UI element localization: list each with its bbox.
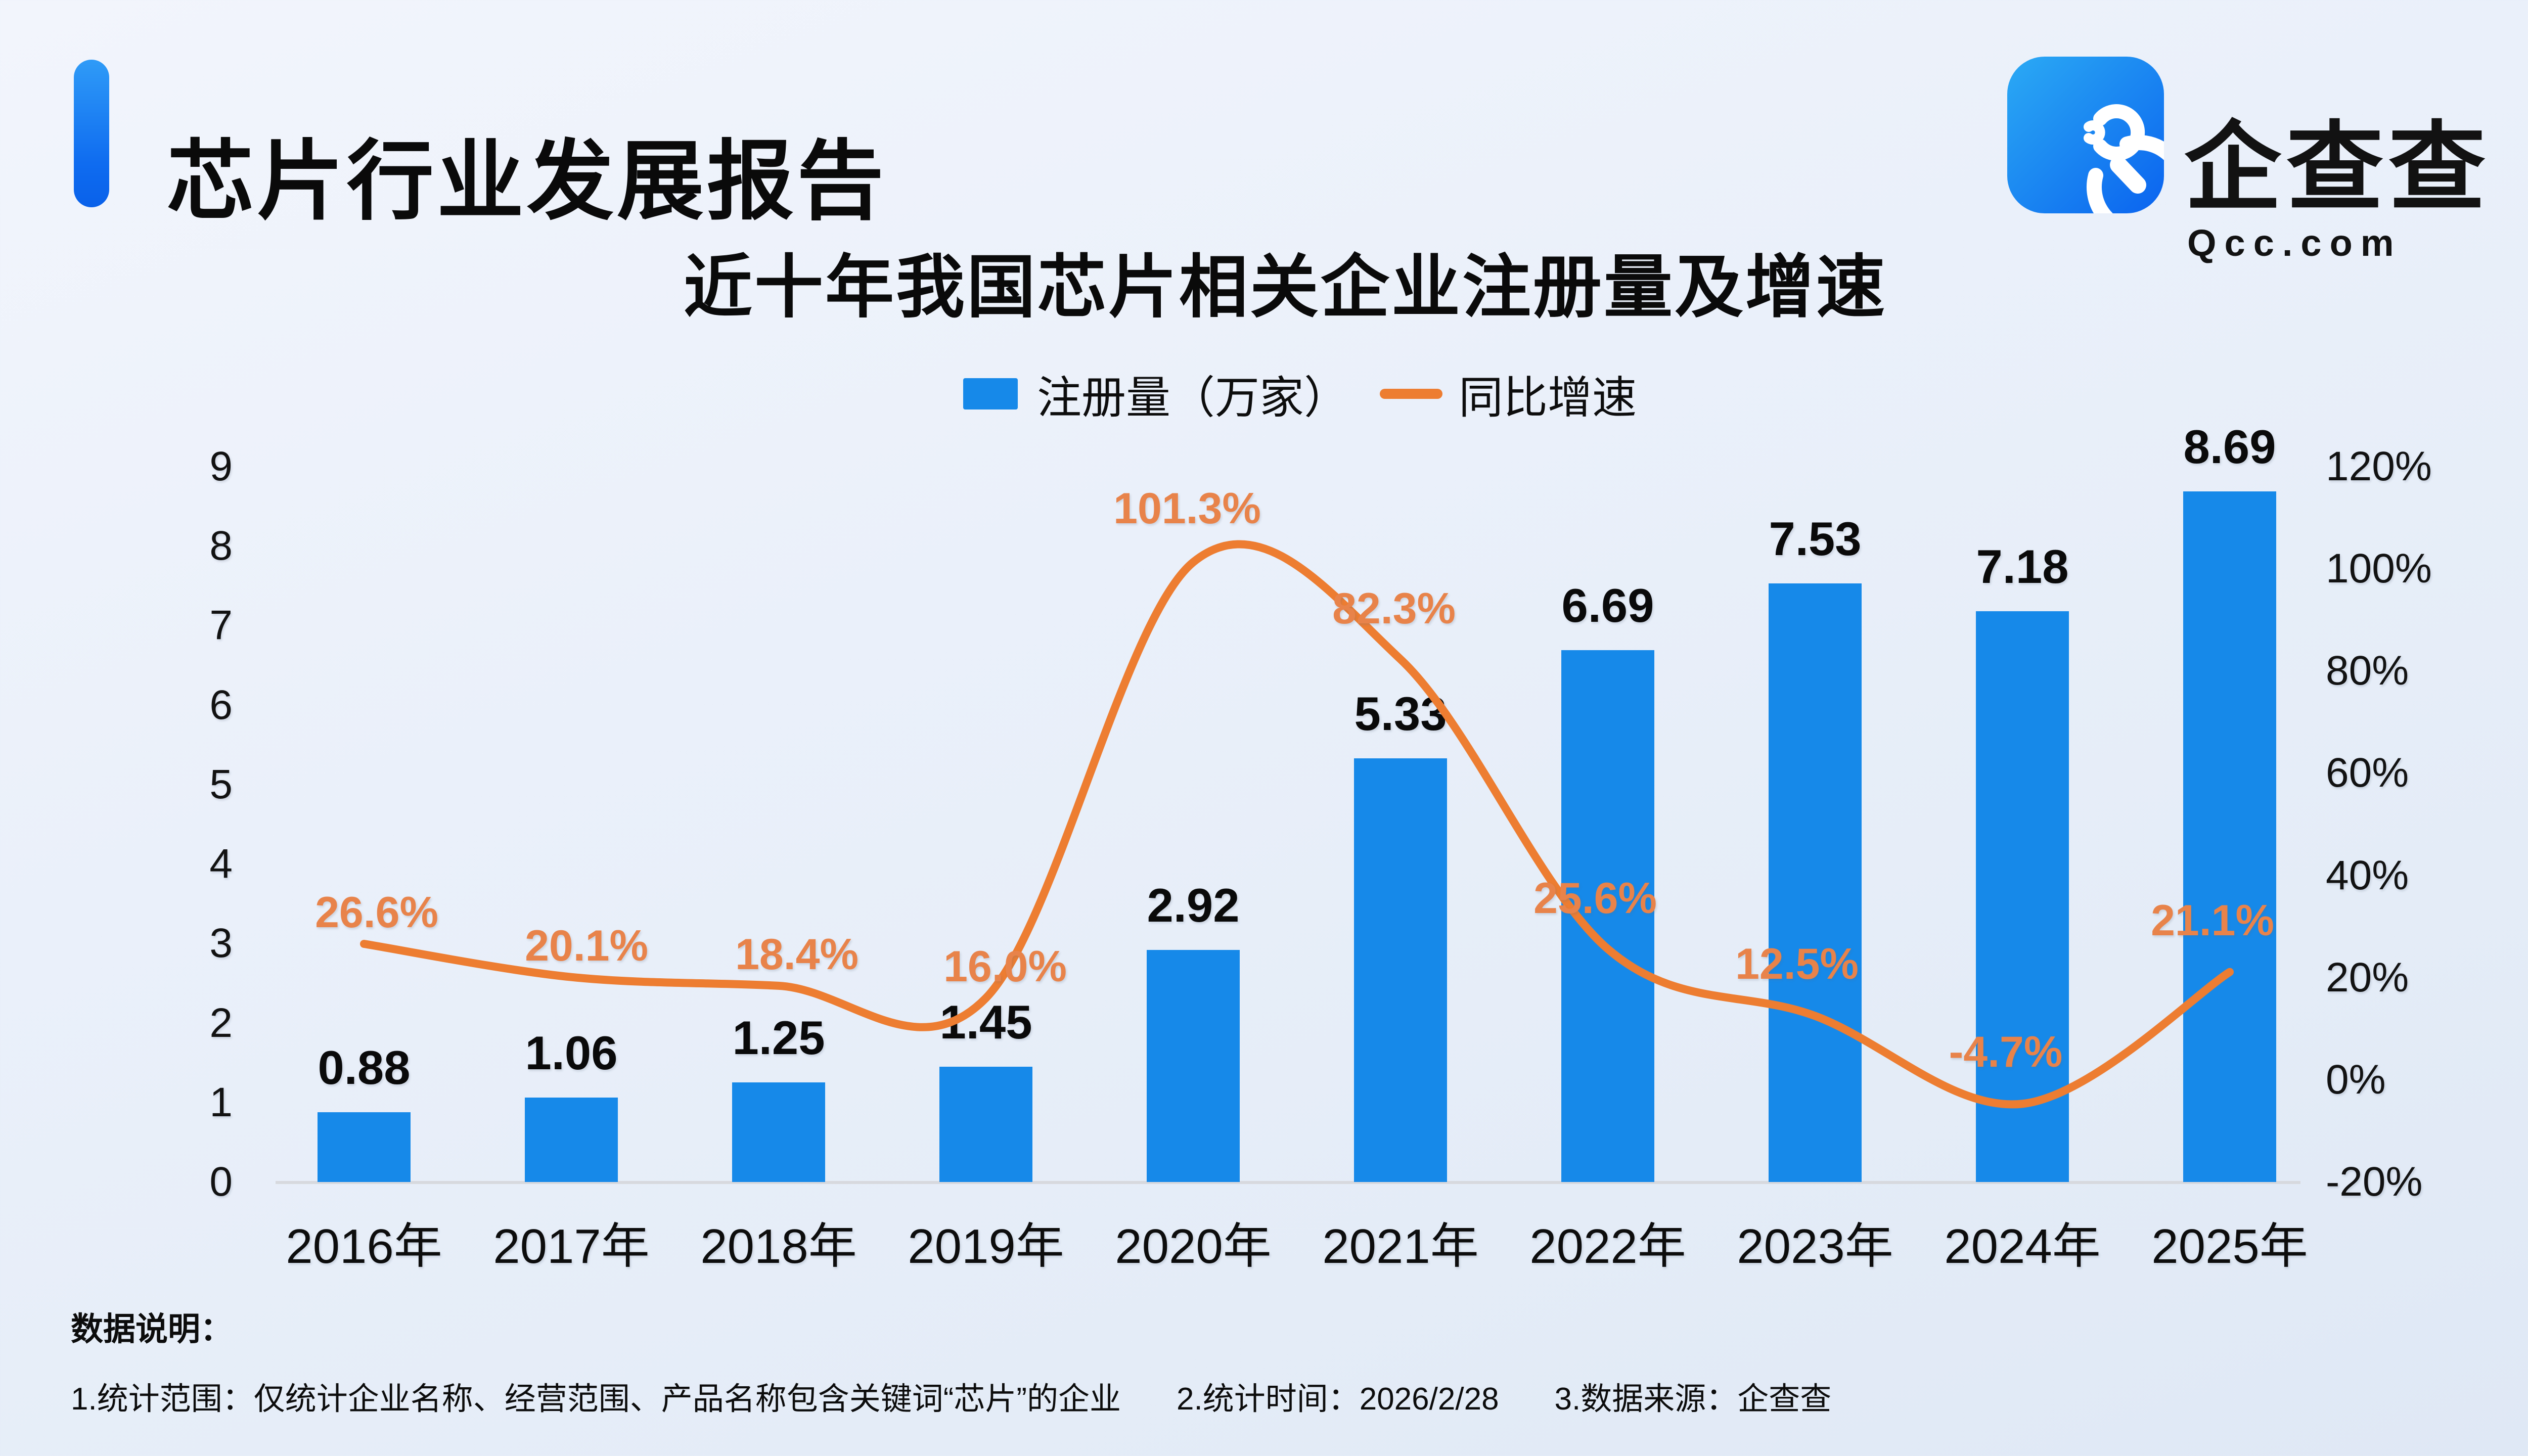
y-axis-left-tick: 1 (209, 1079, 233, 1125)
growth-value-label: 12.5% (1735, 939, 1859, 988)
legend-bar-label: 注册量（万家） (1037, 372, 1349, 423)
bar (1976, 611, 2069, 1182)
y-axis-right-tick: 20% (2326, 954, 2409, 1000)
x-axis-label: 2019年 (908, 1219, 1064, 1273)
x-axis-label: 2020年 (1115, 1219, 1272, 1273)
qcc-logo: 企查查 Qcc.com (2007, 57, 2513, 262)
x-axis-label: 2018年 (700, 1219, 857, 1273)
bar (2183, 491, 2276, 1182)
y-axis-right-tick: 120% (2326, 443, 2432, 489)
growth-value-label: 16.0% (943, 942, 1067, 991)
footnote-scope: 1.统计范围：仅统计企业名称、经营范围、产品名称包含关键词“芯片”的企业 (71, 1382, 1121, 1417)
x-axis-label: 2023年 (1737, 1219, 1893, 1273)
bar-value-label: 1.06 (525, 1026, 618, 1080)
y-axis-left-tick: 2 (209, 999, 233, 1046)
growth-value-label: 101.3% (1113, 484, 1261, 533)
y-axis-left-tick: 6 (209, 681, 233, 728)
bar (318, 1112, 411, 1182)
bar-value-label: 0.88 (318, 1040, 411, 1094)
bar (732, 1082, 825, 1182)
title-accent-bar (74, 60, 109, 207)
growth-value-label: 25.6% (1533, 874, 1657, 923)
y-axis-right-tick: 80% (2326, 648, 2409, 694)
x-axis-label: 2017年 (493, 1219, 650, 1273)
bar-value-label: 1.45 (939, 995, 1032, 1049)
footnote-source: 3.数据来源：企查查 (1554, 1382, 1832, 1417)
legend-line-label: 同比增速 (1459, 372, 1637, 423)
legend-bar-swatch (963, 378, 1018, 410)
legend-line-swatch (1380, 389, 1443, 399)
bar (525, 1098, 618, 1182)
footnote-heading: 数据说明： (71, 1311, 233, 1347)
y-axis-right-tick: 0% (2326, 1056, 2386, 1103)
x-axis-line (276, 1181, 2300, 1184)
y-axis-left-tick: 7 (209, 602, 233, 649)
chart-legend: 注册量（万家） 同比增速 (963, 366, 1637, 423)
bar-value-label: 6.69 (1561, 579, 1654, 632)
bar-value-label: 7.53 (1769, 512, 1862, 566)
y-axis-left-tick: 3 (209, 920, 233, 967)
x-axis-label: 2021年 (1322, 1219, 1479, 1273)
growth-value-label: 82.3% (1332, 584, 1456, 633)
y-axis-right-tick: 40% (2326, 852, 2409, 898)
bar-value-label: 2.92 (1147, 878, 1240, 932)
y-axis-left-tick: 4 (209, 841, 233, 887)
growth-value-label: 18.4% (735, 930, 859, 979)
qcc-brand-name: 企查查 (2184, 113, 2491, 222)
qcc-domain: Qcc.com (2187, 222, 2402, 264)
y-axis-left-tick: 5 (209, 761, 233, 807)
footnote-line: 1.统计范围：仅统计企业名称、经营范围、产品名称包含关键词“芯片”的企业 2.统… (71, 1373, 1831, 1419)
x-axis-label: 2022年 (1529, 1219, 1686, 1273)
growth-value-label: 20.1% (525, 921, 648, 970)
x-axis-label: 2024年 (1944, 1219, 2101, 1273)
growth-value-label: 26.6% (315, 888, 438, 937)
y-axis-left-tick: 8 (209, 523, 233, 569)
bar-value-label: 1.25 (732, 1011, 825, 1065)
bar (1354, 758, 1447, 1182)
bar (939, 1067, 1032, 1182)
footnote-date: 2.统计时间：2026/2/28 (1177, 1382, 1499, 1417)
x-axis-label: 2025年 (2151, 1219, 2308, 1273)
y-axis-left-tick: 0 (209, 1159, 233, 1205)
page-title: 芯片行业发展报告 (167, 133, 887, 231)
growth-value-label: -4.7% (1949, 1028, 2063, 1077)
bar-value-label: 5.33 (1354, 687, 1447, 740)
growth-value-label: 21.1% (2151, 896, 2274, 945)
y-axis-right-tick: 60% (2326, 750, 2409, 796)
bar (1147, 949, 1240, 1182)
y-axis-left-tick: 9 (209, 443, 233, 489)
y-axis-right-tick: -20% (2326, 1159, 2423, 1205)
bar (1769, 583, 1862, 1182)
x-axis-label: 2016年 (286, 1219, 442, 1273)
growth-line-path (360, 540, 2234, 1109)
qcc-logo-icon (2007, 57, 2164, 213)
bar-value-label: 8.69 (2183, 420, 2276, 473)
chart-title: 近十年我国芯片相关企业注册量及增速 (684, 249, 1887, 326)
bar-value-label: 7.18 (1976, 540, 2069, 594)
y-axis-right-tick: 100% (2326, 545, 2432, 592)
